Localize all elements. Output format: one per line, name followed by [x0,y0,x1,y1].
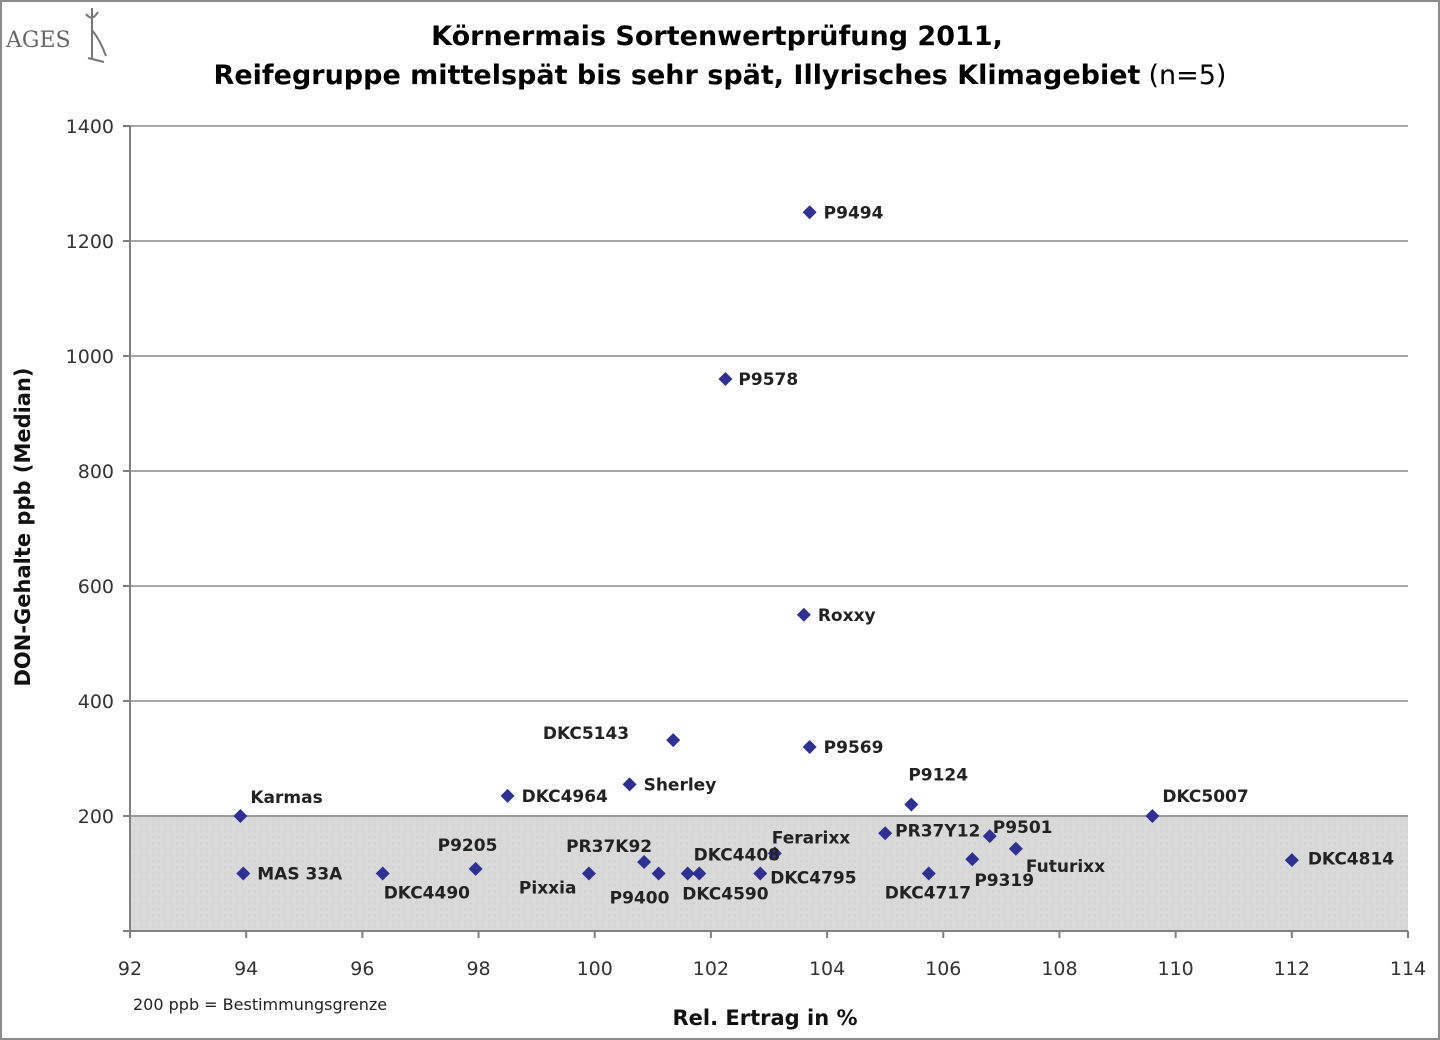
data-point-label: Pixxia [519,879,577,899]
data-point-marker [767,846,782,861]
data-point-label: Futurixx [1026,857,1105,877]
x-tick-label: 98 [466,958,490,980]
axes [123,125,1409,938]
y-tick-label: 200 [78,806,114,828]
data-point-label: DKC4590 [682,885,768,905]
data-point-label: Karmas [250,788,322,808]
ages-logo-mark [85,8,107,63]
data-point-marker [1145,809,1160,823]
x-tick-label: 104 [809,958,845,980]
data-point-marker [965,852,980,867]
data-point-label: P9494 [824,203,884,223]
data-point-label: DKC5143 [543,724,629,744]
ages-logo: AGES [5,8,107,63]
data-point-label: DKC4814 [1308,849,1394,869]
data-point-marker [581,866,596,881]
data-point-label: P9501 [993,818,1053,838]
data-point-marker [500,788,515,803]
x-tick-label: 102 [693,958,729,980]
x-tick-label: 112 [1274,958,1310,980]
data-point-marker [982,829,997,844]
data-point-label: DKC5007 [1162,787,1248,807]
x-tick-label: 110 [1158,958,1194,980]
data-point-marker [622,777,637,792]
ages-logo-text: AGES [5,28,71,53]
data-point-marker [1284,853,1299,868]
x-tick-label: 114 [1390,958,1426,980]
x-tick-label: 92 [118,958,142,980]
data-point-marker [802,205,817,220]
y-axis-title: DON-Gehalte ppb (Median) [11,367,35,686]
data-point-marker [666,733,681,748]
data-point-marker [236,866,251,881]
y-tick-label: 1000 [66,346,114,368]
data-point-label: Roxxy [818,606,876,626]
data-point-label: DKC4408 [694,846,780,866]
footnote: 200 ppb = Bestimmungsgrenze [133,995,387,1014]
data-point-marker [921,866,936,881]
data-point-marker [802,740,817,754]
chart-title-line1: Körnermais Sortenwertprüfung 2011, [431,21,1003,52]
data-point-label: P9578 [738,370,798,390]
data-point-label: Sherley [644,775,717,795]
data-point-marker [651,866,666,881]
data-point-label: P9205 [438,836,498,856]
data-point-marker [233,809,248,823]
chart-title-line2: Reifegruppe mittelspät bis sehr spät, Il… [214,60,1227,91]
data-point-label: DKC4964 [522,787,608,807]
data-point-marker [692,866,707,881]
data-point-label: DKC4717 [885,884,971,904]
data-point-label: PR37Y12 [895,821,980,841]
y-tick-label: 600 [78,576,114,598]
grid-lines [130,125,1408,817]
y-tick-label: 800 [78,461,114,483]
y-tick-label: 400 [78,691,114,713]
data-point-marker [1008,841,1023,856]
data-point-label: MAS 33A [257,865,343,885]
data-point-marker [904,797,919,812]
data-point-marker [796,607,811,622]
y-tick-label: 1200 [66,231,114,253]
data-point-marker [375,866,390,881]
data-point-label: P9124 [908,766,968,786]
data-point-label: DKC4490 [384,884,470,904]
x-tick-label: 96 [350,958,374,980]
data-point-marker [468,861,483,876]
data-point-marker [718,372,733,386]
data-point-label: P9319 [974,871,1034,891]
below-detection-limit-region [130,816,1408,931]
x-axis-title: Rel. Ertrag in % [672,1006,857,1030]
data-point-marker [753,866,768,881]
data-point-marker [637,855,652,869]
data-point-marker [878,826,893,841]
y-tick-labels: 200 400 600 800 1000 1200 1400 [66,116,114,828]
data-point-label: P9569 [824,738,884,758]
data-point-label: Ferarixx [772,828,850,848]
data-point-label: PR37K92 [566,837,652,857]
chart-title-line2-text: Reifegruppe mittelspät bis sehr spät, Il… [214,60,1141,91]
x-tick-label: 108 [1041,958,1077,980]
x-tick-labels: 92 94 96 98 100 102 104 106 108 110 112 114 [118,958,1426,980]
x-tick-label: 106 [925,958,961,980]
y-tick-label: 1400 [66,116,114,138]
data-point-marker [680,866,695,881]
x-tick-label: 94 [234,958,258,980]
data-points: P9494 P9578 Roxxy DKC5143 P9569 Sherley DKC496… [233,203,1394,909]
x-tick-label: 100 [577,958,613,980]
plot-area [130,816,1408,931]
chart-title-n: (n=5) [1148,60,1226,91]
data-point-label: DKC4795 [770,869,856,889]
data-point-label: P9400 [610,889,670,909]
